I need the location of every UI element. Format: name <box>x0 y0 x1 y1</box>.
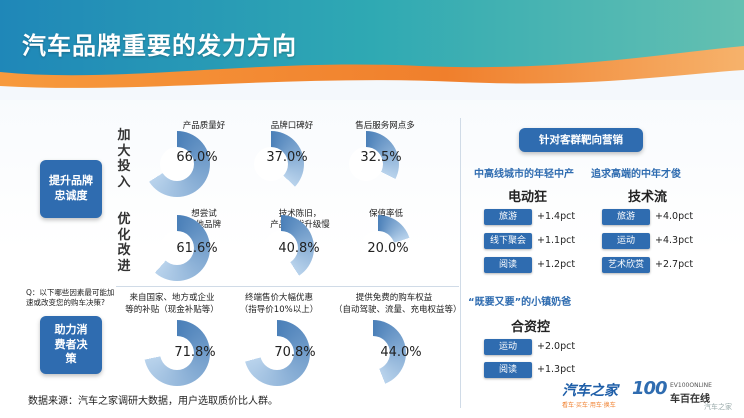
row3-label1-0: 来自国家、地方或企业 <box>129 293 215 303</box>
decision-box: 助力消费者决策 <box>40 316 102 374</box>
group-tech: 技术流 <box>628 190 668 205</box>
row1-label: 加大投入 <box>117 128 131 190</box>
page-title: 汽车品牌重要的发力方向 <box>22 32 297 60</box>
row3-label1-2: 提供免费的购车权益 <box>355 293 433 303</box>
g3-val-1: +1.3pct <box>537 364 576 375</box>
g1-val-0: +1.4pct <box>537 211 576 222</box>
column-divider <box>460 118 461 408</box>
row2-value-1: 40.8% <box>278 241 320 256</box>
donut-row1-1 <box>238 131 304 197</box>
row1-label-1: 品牌口碑好 <box>270 121 314 131</box>
row3-label2-0: 等的补贴（现金补贴等） <box>125 305 219 315</box>
segment-young-middle-class: 中高线城市的年轻中产 <box>474 169 574 180</box>
g2-val-1: +4.3pct <box>655 235 694 246</box>
section-divider <box>116 286 459 287</box>
donut-row1-2 <box>333 131 399 197</box>
g2-tag-0: 旅游 <box>602 209 650 225</box>
segment-small-town-dad: “既要又要”的小镇奶爸 <box>468 297 572 308</box>
g3-val-0: +2.0pct <box>537 341 576 352</box>
row2-label: 优化改进 <box>117 212 131 274</box>
donut-row2-0 <box>144 215 210 281</box>
autohome-logo: 汽车之家 看车·买车·用车·换车 <box>562 380 618 409</box>
row1-label-2: 售后服务网点多 <box>355 121 415 131</box>
g1-tag-0: 旅游 <box>484 209 532 225</box>
row1-value-1: 37.0% <box>266 150 308 165</box>
ev100-en: EV100ONLINE <box>670 382 712 389</box>
decision-label: 助力消费者决策 <box>54 322 88 366</box>
row3-label1-1: 终端售价大幅优惠 <box>244 293 313 303</box>
survey-question: Q：以下哪些因素最可能加速或改变您的购车决策? <box>26 288 115 307</box>
ev100-cn: 车百在线 <box>670 394 710 405</box>
segment-elite: 追求高端的中年才俊 <box>591 169 681 180</box>
row1-value-0: 66.0% <box>176 150 218 165</box>
row2-label1-2: 保值率低 <box>368 209 403 219</box>
row2-label2-0: 其他品牌 <box>186 220 221 230</box>
donut-row3-1 <box>244 320 310 386</box>
row2-value-2: 20.0% <box>367 241 409 256</box>
g3-tag-1: 阅读 <box>484 362 532 378</box>
donut-row3-2 <box>340 320 406 386</box>
row3-value-1: 70.8% <box>274 345 316 360</box>
ev100-mark: 100 <box>632 378 668 399</box>
donut-row1-0 <box>144 131 210 197</box>
autohome-logo-text: 汽车之家 <box>562 383 618 399</box>
row3-label2-2: （自动驾驶、流量、充电权益等） <box>334 305 462 315</box>
row3-value-2: 44.0% <box>380 345 422 360</box>
row2-label1-0: 想尝试 <box>191 209 217 219</box>
donut-row2-1 <box>248 215 314 281</box>
g2-val-2: +2.7pct <box>655 259 694 270</box>
row3-value-0: 71.8% <box>174 345 216 360</box>
g1-val-2: +1.2pct <box>537 259 576 270</box>
loyalty-label: 提升品牌忠诚度 <box>49 174 93 202</box>
g2-tag-1: 运动 <box>602 233 650 249</box>
g2-val-0: +4.0pct <box>655 211 694 222</box>
loyalty-box: 提升品牌忠诚度 <box>40 160 102 218</box>
row1-value-2: 32.5% <box>360 150 402 165</box>
row1-label-0: 产品质量好 <box>182 121 226 131</box>
g3-tag-0: 运动 <box>484 339 532 355</box>
donut-row2-2 <box>345 215 411 281</box>
donut-row3-0 <box>144 320 210 386</box>
g1-val-1: +1.1pct <box>537 235 576 246</box>
g1-tag-2: 阅读 <box>484 257 532 273</box>
row2-value-0: 61.6% <box>176 241 218 256</box>
targeted-marketing-title: 针对客群靶向营销 <box>519 128 643 152</box>
header-band <box>0 0 744 100</box>
group-jv-fan: 合资控 <box>511 320 551 335</box>
watermark: 汽车之家 <box>704 403 732 411</box>
g2-tag-2: 艺术欣赏 <box>602 257 650 273</box>
g1-tag-1: 线下聚会 <box>484 233 532 249</box>
group-ev-fan: 电动狂 <box>508 190 548 205</box>
data-source: 数据来源：汽车之家调研大数据，用户选取质价比人群。 <box>28 396 278 407</box>
autohome-logo-sub: 看车·买车·用车·换车 <box>562 402 616 409</box>
row3-label2-1: （指导价10%以上） <box>239 305 319 315</box>
row2-label1-1: 技术陈旧， <box>278 209 322 219</box>
